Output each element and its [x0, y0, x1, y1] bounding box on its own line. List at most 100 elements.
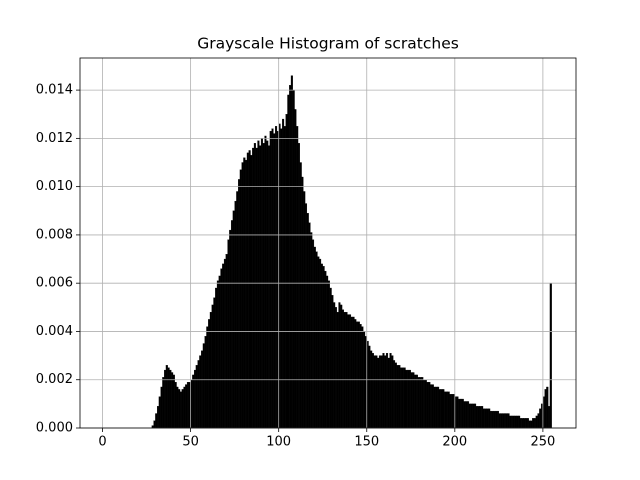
bar: [308, 222, 311, 429]
bar: [387, 357, 390, 429]
bar: [199, 355, 202, 429]
bar: [333, 302, 336, 429]
bar: [350, 316, 353, 429]
bar: [433, 386, 436, 429]
bar: [514, 415, 517, 429]
bar: [484, 408, 487, 429]
bar: [393, 360, 396, 429]
bar: [461, 398, 464, 429]
bar: [414, 374, 417, 429]
bar: [186, 381, 190, 429]
bar: [193, 369, 197, 429]
bar: [181, 389, 184, 429]
bar: [162, 377, 165, 429]
y-tick-label: 0.000: [36, 421, 73, 436]
y-tick-label: 0.012: [36, 131, 73, 146]
bar: [273, 133, 276, 429]
bar: [264, 135, 267, 429]
bar: [230, 220, 234, 429]
bar: [463, 401, 466, 429]
bar: [489, 410, 492, 429]
bar: [343, 311, 346, 429]
x-tick-label: 150: [354, 435, 379, 450]
x-tick-label: 200: [442, 435, 467, 450]
bar: [398, 365, 401, 429]
bar: [384, 355, 387, 429]
bar: [468, 403, 471, 429]
bar: [215, 287, 218, 429]
bar: [164, 369, 167, 429]
bar: [178, 389, 181, 429]
bar: [415, 374, 418, 429]
bar: [243, 157, 246, 429]
bar: [449, 394, 452, 429]
bar: [257, 140, 260, 429]
bar: [370, 350, 373, 429]
bar: [271, 128, 274, 429]
bar: [336, 311, 339, 429]
x-tick-label: 0: [98, 435, 106, 450]
bar: [202, 343, 205, 429]
bar: [241, 162, 244, 429]
bar: [311, 239, 315, 429]
bar: [329, 287, 332, 429]
bar: [470, 403, 473, 429]
bar: [218, 275, 221, 429]
bar: [479, 406, 482, 429]
bar: [282, 118, 285, 429]
bar: [389, 353, 392, 429]
bar: [322, 266, 325, 429]
bar: [396, 365, 399, 429]
bar: [549, 283, 552, 429]
bar: [368, 345, 371, 429]
bar: [174, 381, 177, 429]
bar: [310, 232, 313, 429]
bar: [290, 75, 293, 429]
bar: [419, 377, 422, 429]
bar: [375, 355, 378, 429]
bar: [319, 258, 322, 429]
y-tick-label: 0.010: [36, 179, 73, 194]
y-tick-label: 0.006: [36, 276, 73, 291]
bar: [331, 295, 334, 429]
y-tick-label: 0.002: [36, 372, 73, 387]
bar: [546, 386, 549, 429]
plot-frame: [79, 57, 577, 429]
bar: [382, 353, 385, 429]
bar: [156, 406, 160, 429]
bar: [401, 367, 404, 429]
bar: [236, 191, 239, 429]
bar: [495, 410, 498, 429]
bar: [509, 415, 512, 429]
y-tick-label: 0.008: [36, 227, 73, 242]
bar: [303, 191, 306, 429]
bar: [377, 357, 380, 429]
bar: [155, 413, 158, 429]
bar: [456, 396, 459, 429]
bar: [548, 406, 551, 429]
bar: [185, 384, 188, 429]
bar: [474, 403, 477, 429]
bar: [472, 403, 475, 429]
bar: [459, 398, 463, 429]
bar: [216, 280, 219, 429]
y-tick-label: 0.004: [36, 324, 73, 339]
bar: [426, 381, 429, 429]
bar: [296, 126, 299, 429]
bar: [465, 401, 468, 429]
bar: [424, 379, 427, 429]
bar: [283, 126, 286, 429]
bar: [320, 263, 323, 429]
bar: [475, 406, 478, 429]
bar: [327, 280, 330, 429]
bar: [208, 319, 211, 429]
bar: [430, 384, 433, 429]
bar: [511, 415, 514, 429]
bar: [380, 355, 383, 429]
bar: [262, 143, 265, 429]
bar: [518, 415, 521, 429]
bar: [410, 372, 413, 429]
bar: [496, 410, 500, 429]
bar: [223, 258, 226, 429]
bar: [315, 251, 318, 429]
